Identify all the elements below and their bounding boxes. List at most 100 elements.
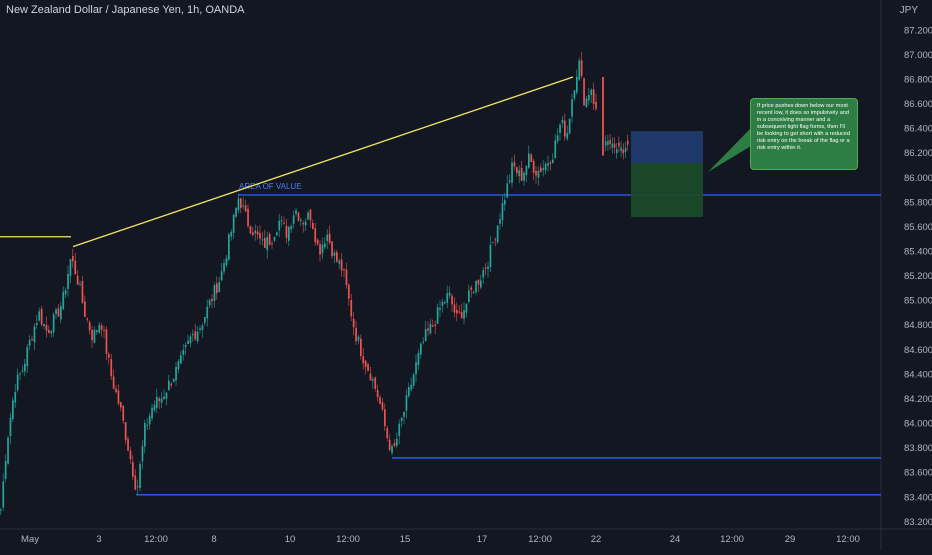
candle-body — [424, 329, 427, 341]
candle-body — [237, 198, 240, 211]
candle-body — [223, 263, 225, 272]
candle-body — [16, 374, 19, 391]
x-tick-label: 12:00 — [144, 534, 168, 545]
candle-body — [465, 303, 468, 313]
candle-body — [487, 266, 489, 270]
candle-body — [216, 283, 218, 294]
candle-body — [422, 341, 425, 343]
y-tick-label: 85.400 — [904, 246, 932, 257]
x-tick-label: 12:00 — [720, 534, 744, 545]
candle-body — [64, 290, 67, 295]
y-tick-label: 87.200 — [904, 25, 932, 36]
candle-body — [110, 359, 113, 377]
candle-body — [285, 225, 288, 238]
candle-body — [24, 363, 26, 372]
candle-body — [43, 324, 45, 327]
candle-body — [564, 120, 566, 137]
y-tick-label: 85.000 — [904, 296, 932, 307]
x-tick-label: 22 — [591, 534, 602, 545]
candle-body — [396, 438, 398, 446]
candle-body — [187, 340, 189, 344]
flag-candle-body — [618, 142, 620, 147]
y-tick-label: 86.600 — [904, 99, 932, 110]
candle-body — [573, 90, 576, 99]
candle-body — [201, 325, 204, 330]
candle-body — [139, 463, 141, 488]
currency-label: JPY — [899, 5, 918, 16]
candle-body — [592, 89, 595, 104]
candle-body — [170, 383, 173, 386]
candle-body — [175, 367, 177, 381]
candle-body — [384, 409, 386, 427]
candle-body — [444, 302, 446, 304]
note-callout-pointer — [708, 128, 751, 172]
area-of-value-label: AREA OF VALUE — [239, 182, 302, 191]
candle-body — [319, 244, 321, 255]
candle-body — [460, 312, 463, 319]
x-tick-label: May — [21, 534, 39, 545]
candle-body — [57, 308, 60, 317]
candle-body — [559, 124, 561, 133]
candle-body — [141, 445, 144, 462]
candle-body — [585, 98, 588, 108]
candle-body — [489, 244, 492, 267]
y-tick-label: 85.800 — [904, 197, 932, 208]
candle-body — [571, 99, 573, 117]
flag-candle-body — [624, 147, 627, 152]
candle-body — [249, 226, 252, 234]
position-reward-zone — [631, 163, 703, 218]
candle-body — [403, 411, 405, 417]
candle-body — [12, 400, 14, 420]
candle-body — [309, 209, 312, 221]
candle-body — [98, 324, 101, 333]
candle-body — [292, 215, 295, 224]
candle-body — [220, 271, 223, 281]
candle-body — [72, 256, 74, 262]
candle-body — [62, 291, 65, 310]
x-tick-label: 12:00 — [528, 534, 552, 545]
candle-body — [48, 329, 50, 334]
candle-body — [50, 331, 53, 334]
candle-body — [480, 280, 482, 288]
candle-body — [578, 60, 581, 80]
candle-body — [494, 239, 497, 241]
candle-body — [264, 238, 266, 248]
flag-candle-body — [613, 143, 616, 148]
candle-body — [204, 316, 206, 323]
candle-body — [108, 354, 110, 358]
candle-body — [595, 101, 597, 109]
candle-body — [360, 338, 362, 356]
candle-body — [19, 373, 21, 375]
trade-note[interactable]: If price pushes down below our most rece… — [750, 98, 858, 170]
y-tick-label: 84.200 — [904, 394, 932, 405]
y-tick-label: 83.200 — [904, 517, 932, 528]
candle-body — [532, 160, 535, 173]
y-tick-label: 86.800 — [904, 74, 932, 85]
candle-body — [177, 361, 180, 370]
candle-body — [468, 290, 470, 302]
candle-body — [271, 243, 273, 245]
y-tick-label: 83.600 — [904, 468, 932, 479]
candle-body — [496, 225, 499, 243]
candle-body — [91, 329, 93, 341]
candle-body — [583, 78, 585, 106]
candle-body — [504, 200, 506, 205]
candle-body — [463, 309, 465, 319]
candle-body — [535, 170, 537, 176]
candle-body — [206, 306, 209, 319]
candle-body — [343, 269, 345, 271]
x-tick-label: 3 — [96, 534, 101, 545]
candle-body — [525, 166, 528, 176]
candle-body — [410, 384, 413, 390]
candle-body — [340, 259, 343, 271]
candle-body — [21, 370, 24, 372]
x-tick-label: 8 — [211, 534, 216, 545]
candle-body — [372, 379, 374, 381]
candle-body — [511, 162, 513, 183]
candle-body — [230, 231, 233, 237]
candle-body — [333, 252, 336, 256]
candle-body — [244, 205, 247, 212]
candle-body — [148, 415, 151, 425]
